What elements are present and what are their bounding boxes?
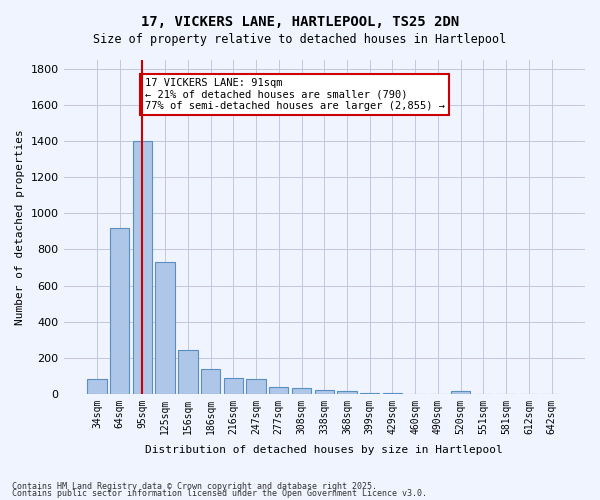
Text: Contains public sector information licensed under the Open Government Licence v3: Contains public sector information licen… xyxy=(12,489,427,498)
Bar xyxy=(155,262,175,394)
Bar xyxy=(451,391,470,394)
Bar xyxy=(110,228,130,394)
Bar xyxy=(224,378,243,394)
Bar xyxy=(269,386,289,394)
Bar xyxy=(360,393,379,394)
X-axis label: Distribution of detached houses by size in Hartlepool: Distribution of detached houses by size … xyxy=(145,445,503,455)
Text: Contains HM Land Registry data © Crown copyright and database right 2025.: Contains HM Land Registry data © Crown c… xyxy=(12,482,377,491)
Bar xyxy=(247,380,266,394)
Bar xyxy=(201,368,220,394)
Bar xyxy=(314,390,334,394)
Bar xyxy=(383,393,402,394)
Y-axis label: Number of detached properties: Number of detached properties xyxy=(15,129,25,325)
Bar xyxy=(292,388,311,394)
Bar xyxy=(178,350,197,394)
Bar xyxy=(87,380,107,394)
Text: 17 VICKERS LANE: 91sqm
← 21% of detached houses are smaller (790)
77% of semi-de: 17 VICKERS LANE: 91sqm ← 21% of detached… xyxy=(145,78,445,111)
Text: Size of property relative to detached houses in Hartlepool: Size of property relative to detached ho… xyxy=(94,32,506,46)
Bar xyxy=(133,141,152,394)
Bar xyxy=(337,391,356,394)
Text: 17, VICKERS LANE, HARTLEPOOL, TS25 2DN: 17, VICKERS LANE, HARTLEPOOL, TS25 2DN xyxy=(141,15,459,29)
